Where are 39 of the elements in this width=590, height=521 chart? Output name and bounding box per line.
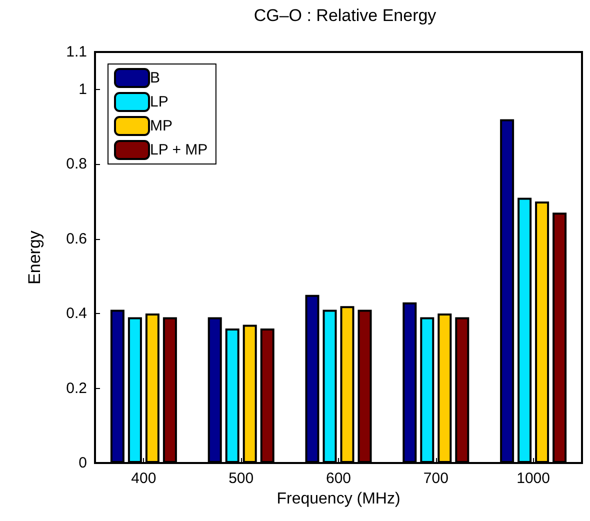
bar [162,317,177,463]
x-tick-label: 700 [423,470,448,487]
bar [535,201,550,463]
legend-label: LP + MP [150,142,208,158]
bar [128,317,142,463]
bar [242,324,257,463]
bar [358,310,372,463]
bar [500,119,514,463]
chart-title: CG–O : Relative Energy [254,6,437,25]
bar [518,198,532,463]
legend-label: B [150,70,160,86]
bar [420,317,434,463]
bar [455,317,470,463]
bar [110,310,124,463]
legend-label: LP [150,94,168,110]
y-tick-label: 1.1 [66,44,87,60]
y-axis-title: Energy [25,230,44,284]
x-tick-label: 1000 [516,470,550,487]
bar [322,310,337,463]
y-tick-label: 0.8 [66,156,87,173]
y-tick-label: 0.4 [66,305,87,322]
bar [145,314,160,463]
bar [305,294,320,463]
x-tick-label: 400 [131,470,156,487]
bar [438,314,452,463]
bar [260,328,274,463]
y-tick-label: 0.6 [66,230,87,248]
y-tick-label: 0.2 [66,380,87,397]
y-tick-label: 0 [78,454,87,472]
bar [340,306,354,463]
bar [208,317,222,463]
x-tick-label: 500 [228,470,254,487]
bar [552,212,567,463]
x-axis-title: Frequency (MHz) [276,490,400,508]
legend-label: MP [150,118,172,134]
bar [225,328,240,463]
x-tick-label: 600 [326,470,352,487]
y-tick-label: 1 [78,80,87,98]
bar [402,302,417,463]
